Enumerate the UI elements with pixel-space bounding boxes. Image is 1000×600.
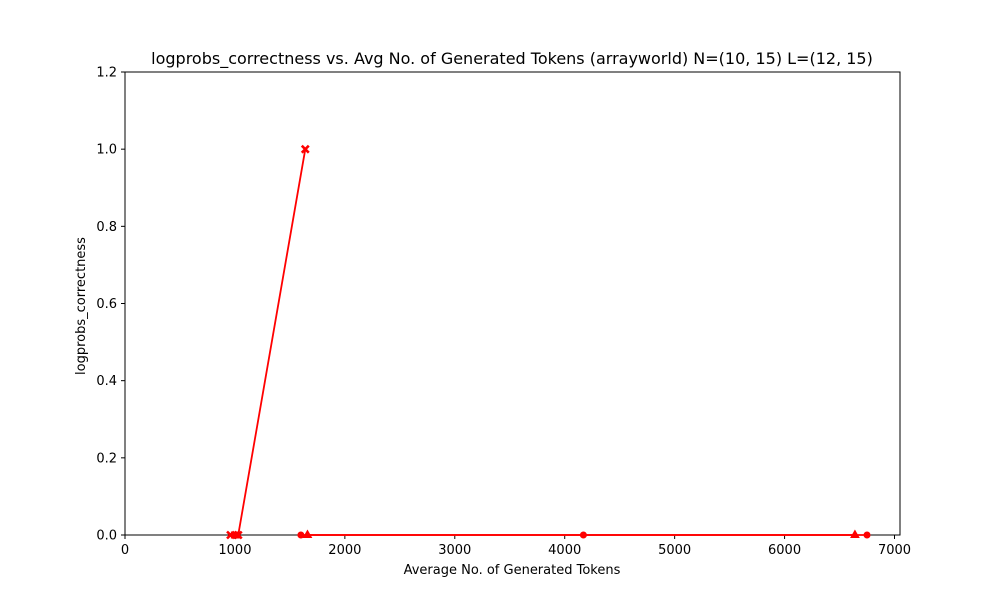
x-tick-label: 0 bbox=[121, 543, 129, 558]
series-1 bbox=[226, 144, 310, 540]
y-tick-label: 0.4 bbox=[96, 374, 117, 389]
x-tick-label: 4000 bbox=[548, 543, 581, 558]
y-tick-label: 0.0 bbox=[96, 529, 117, 544]
x-tick-label: 6000 bbox=[768, 543, 801, 558]
data-point-^ bbox=[850, 529, 860, 538]
series-4 bbox=[230, 531, 241, 539]
data-point-o bbox=[863, 531, 871, 539]
y-axis: 0.0 0.2 0.4 0.6 0.8 1.0 1.2 bbox=[96, 66, 125, 544]
x-tick-label: 1000 bbox=[218, 543, 251, 558]
y-tick-label: 1.0 bbox=[96, 143, 117, 158]
x-tick-label: 2000 bbox=[328, 543, 361, 558]
y-tick-label: 0.8 bbox=[96, 220, 117, 235]
chart-title: logprobs_correctness vs. Avg No. of Gene… bbox=[151, 49, 873, 69]
x-tick-label: 3000 bbox=[438, 543, 471, 558]
plot-frame bbox=[124, 71, 901, 536]
data-point-x bbox=[300, 144, 310, 154]
series-layer bbox=[226, 144, 871, 540]
y-axis-label: logprobs_correctness bbox=[74, 237, 89, 375]
x-tick-label: 7000 bbox=[878, 543, 911, 558]
series-3 bbox=[302, 529, 860, 538]
data-point-o bbox=[297, 531, 305, 539]
x-axis-label: Average No. of Generated Tokens bbox=[404, 563, 621, 578]
y-tick-label: 0.2 bbox=[96, 451, 117, 466]
x-axis: 0 1000 2000 3000 4000 5000 6000 7000 bbox=[121, 535, 911, 558]
data-point-s bbox=[233, 531, 241, 539]
series-line bbox=[230, 149, 307, 536]
y-tick-label: 0.6 bbox=[96, 297, 117, 312]
y-tick-label: 1.2 bbox=[96, 66, 117, 81]
data-point-^ bbox=[302, 529, 313, 538]
plot-area bbox=[124, 71, 901, 536]
x-tick-label: 5000 bbox=[658, 543, 691, 558]
